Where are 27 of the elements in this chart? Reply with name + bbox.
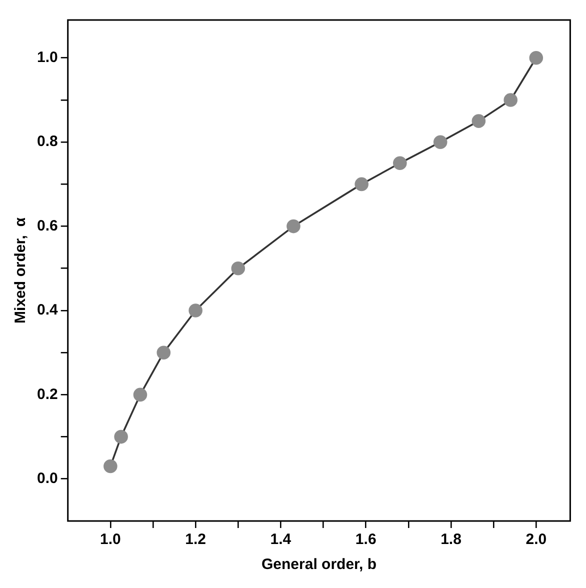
x-tick-label: 2.0: [526, 531, 547, 548]
point: [393, 156, 407, 170]
point: [133, 388, 148, 402]
x-tick-label: 1.8: [440, 531, 462, 548]
x-tick-label: 1.2: [185, 531, 206, 548]
x-tick-label: 1.4: [270, 531, 292, 548]
point: [114, 430, 128, 444]
y-tick-label: 0.0: [36, 470, 58, 488]
point: [231, 261, 246, 276]
point: [104, 459, 118, 474]
y-axis-title: Mixed order, α: [12, 216, 30, 324]
point: [529, 50, 544, 65]
y-tick-label: 0.2: [36, 386, 58, 403]
y-tick-label: 0.6: [36, 217, 58, 234]
y-tick-label: 0.4: [36, 302, 58, 319]
point: [188, 304, 202, 318]
point: [354, 177, 368, 192]
point: [286, 219, 300, 234]
x-tick-label: 1.0: [100, 531, 121, 548]
point: [433, 135, 448, 149]
x-tick-label: 1.6: [355, 531, 376, 548]
point: [472, 114, 486, 128]
point: [504, 93, 518, 107]
x-axis-title: General order, b: [262, 556, 377, 574]
y-tick-label: 1.0: [36, 49, 58, 66]
y-tick-label: 0.8: [36, 133, 58, 150]
point: [156, 346, 171, 360]
